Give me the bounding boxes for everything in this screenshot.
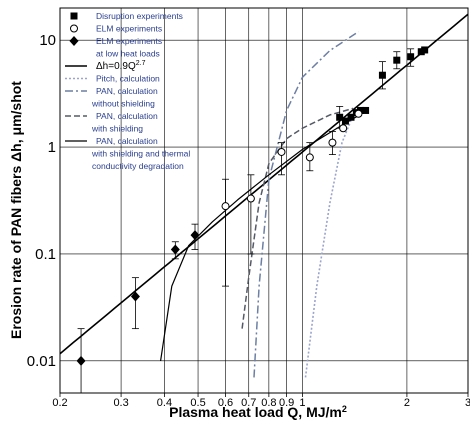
x-axis-title: Plasma heat load Q, MJ/m2 [169,404,347,420]
x-tick-label: 0.6 [218,397,233,409]
x-tick-label: 3 [465,397,470,409]
x-tick-label: 0.9 [279,397,294,409]
legend-label-main: Δh=0.9Q [96,61,136,72]
marker-series-0 [421,46,429,54]
curve-2 [253,31,359,378]
y-tick-labels: 0.01 0.1 1 10 [27,32,56,370]
legend-label: Disruption experiments [96,11,183,21]
curve-4 [160,112,364,361]
x-tick-label: 0.5 [190,397,205,409]
legend-label: conductivity degradation [92,161,184,171]
legend-marker-0 [70,12,78,20]
legend-label: PAN, calculation [96,86,158,96]
marker-series-1 [339,124,348,133]
grid-lines [59,8,469,397]
legend-label: Δh=0.9Q2.7 [96,60,146,72]
legend-marker-1 [70,24,78,33]
plot-frame [59,7,469,394]
x-tick-label: 2 [404,397,410,409]
marker-series-1 [246,194,255,203]
y-tick-label: 1 [48,139,56,156]
marker-series-2 [170,244,180,255]
legend: Disruption experiments ELM experiments ELM… [65,11,190,171]
legend-label: without shielding [91,99,155,109]
marker-series-0 [341,117,349,125]
marker-series-1 [305,153,314,162]
marker-series-2 [190,230,200,241]
x-tick-labels: 0.2 0.3 0.4 0.5 0.6 0.7 0.8 0.9 1 2 3 [52,397,470,409]
marker-series-2 [76,355,86,366]
x-tick-label: 0.7 [241,397,256,409]
legend-label-sup: 2.7 [136,60,146,67]
marker-series-0 [378,71,386,79]
calculation-curves [59,13,469,378]
y-tick-label: 0.1 [35,246,56,263]
y-tick-label: 0.01 [27,353,56,370]
curve-1 [304,114,354,378]
marker-series-1 [277,147,286,156]
legend-marker-2 [69,36,79,46]
x-tick-label: 0.4 [157,397,172,409]
marker-series-0 [393,56,401,64]
legend-label: with shielding [91,124,143,134]
marker-series-1 [354,109,363,118]
legend-label: ELM experiments [96,24,162,34]
legend-label: with shielding and thermal [91,149,190,159]
marker-series-0 [362,106,370,114]
legend-label: Pitch, calculation [96,74,160,84]
legend-label: ELM experiments [96,36,162,46]
x-tick-label: 0.2 [52,397,67,409]
marker-series-0 [407,53,415,61]
data-markers [76,46,429,393]
x-tick-label: 0.8 [261,397,276,409]
x-tick-label: 0.3 [113,397,128,409]
x-tick-label: 1 [299,397,305,409]
legend-label: PAN, calculation [96,136,158,146]
marker-series-0 [347,113,355,121]
marker-series-1 [328,138,337,147]
legend-label: at low heat loads [96,49,160,59]
marker-series-2 [130,291,140,302]
marker-series-0 [336,113,344,121]
y-axis-title: Erosion rate of PAN fibers Δh, μm/shot [8,81,24,339]
y-tick-label: 10 [39,32,56,49]
marker-series-1 [221,202,230,211]
legend-label: PAN, calculation [96,111,158,121]
